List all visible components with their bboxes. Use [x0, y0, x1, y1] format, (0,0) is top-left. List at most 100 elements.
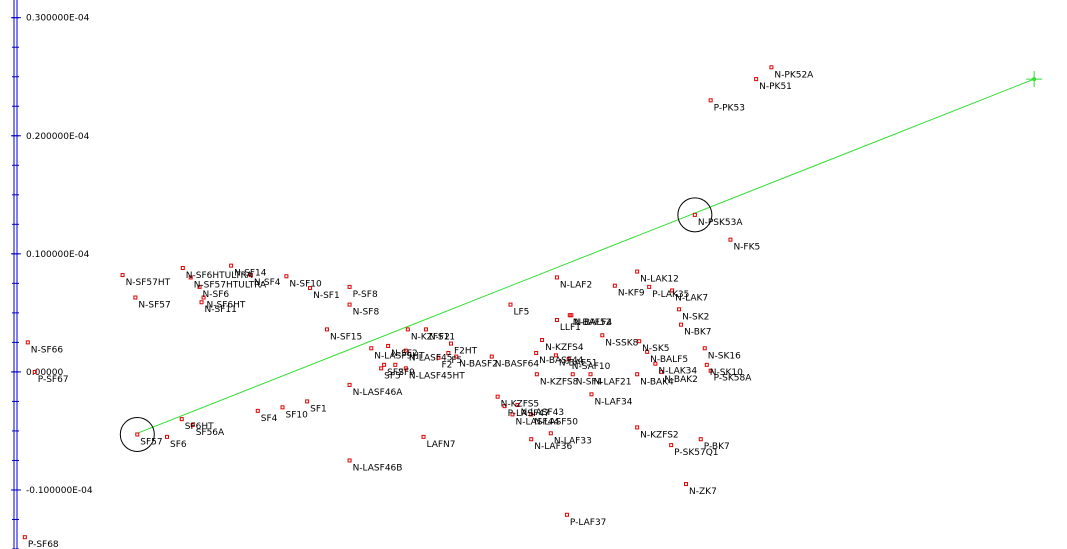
point-label-72: N-SK2: [682, 312, 709, 322]
point-label-79: N-SK5: [642, 344, 669, 354]
point-39: [403, 366, 408, 371]
point-label-58: N-LASF44: [515, 417, 559, 427]
point-7: [347, 382, 352, 387]
point-85: [684, 482, 689, 487]
point-55: [495, 394, 500, 399]
point-label-50: N-BAF51: [559, 358, 598, 368]
point-label-30: N-LASF45: [409, 354, 453, 364]
point-63: [635, 269, 640, 274]
point-21: [347, 284, 352, 289]
point-38: [454, 354, 459, 359]
point-label-70: N-PSK53A: [698, 218, 743, 228]
point-26: [22, 535, 27, 540]
point-label-47: N-BASF44: [539, 356, 584, 366]
point-label-32: F5: [451, 356, 462, 366]
point-56: [502, 404, 507, 409]
point-label-14: N-SF6: [203, 290, 230, 300]
rings-layer: [119, 197, 713, 452]
point-60: [529, 437, 534, 442]
point-49: [600, 333, 605, 338]
y-ticks: 0.300000E-04 0.200000E-04 0.100000E-04 0.00…: [11, 14, 93, 549]
point-52: [570, 372, 575, 377]
point-label-27: N-KZFS11: [411, 332, 455, 342]
point-79: [637, 339, 642, 344]
highlight-circle-1: [677, 197, 713, 233]
point-label-10: N-SF57HT: [126, 278, 171, 288]
point-82: [635, 425, 640, 430]
point-label-74: N-SK16: [708, 351, 741, 361]
point-label-45: N-BALF4: [574, 318, 612, 328]
point-label-73: N-BK7: [684, 328, 711, 338]
point-label-80: N-BALF5: [650, 355, 688, 365]
point-11: [188, 275, 193, 280]
point-label-41: LF5: [513, 308, 529, 318]
point-label-21: P-SF8: [353, 290, 378, 300]
point-62: [564, 512, 569, 517]
point-3: [179, 417, 184, 422]
point-5: [280, 405, 285, 410]
point-label-5: SF10: [286, 410, 309, 420]
point-27: [405, 327, 410, 332]
point-36: [379, 366, 384, 371]
point-label-60: N-LAF36: [534, 442, 572, 452]
point-label-20: N-SF1: [313, 291, 340, 301]
point-label-8: N-LASF46B: [353, 463, 403, 473]
point-label-55: N-KZFS5: [501, 400, 540, 410]
point-83: [698, 437, 703, 442]
point-71: [728, 237, 733, 242]
point-label-0: SF57: [140, 437, 162, 447]
normal-line: [137, 78, 1035, 434]
point-label-4: SF4: [261, 414, 278, 424]
point-label-82: N-KZFS2: [640, 430, 679, 440]
point-76: [708, 368, 713, 373]
point-label-6: SF1: [310, 404, 327, 414]
point-68: [769, 65, 774, 70]
point-70: [692, 212, 697, 217]
point-label-17: N-SF14: [234, 269, 267, 279]
point-77: [653, 361, 658, 366]
y-axis: 0.300000E-04 0.200000E-04 0.100000E-04 0.00…: [11, 0, 93, 549]
point-label-76: P-SK58A: [714, 374, 753, 384]
point-label-16: N-SF11: [205, 305, 237, 315]
point-label-25: P-SF67: [38, 375, 69, 385]
point-label-77: N-LAK34: [658, 367, 697, 377]
point-label-33: N-LASF9HT: [374, 351, 425, 361]
point-label-81: N-BAK4: [640, 377, 674, 387]
point-label-23: N-SF15: [330, 332, 362, 342]
point-75: [704, 362, 709, 367]
point-14: [197, 284, 202, 289]
point-label-18: N-SF4: [254, 278, 281, 288]
point-64: [612, 283, 617, 288]
point-65: [647, 284, 652, 289]
point-16: [199, 300, 204, 305]
point-73: [679, 322, 684, 327]
point-label-71: N-FK5: [733, 243, 760, 253]
point-label-56: P-LASF47: [508, 409, 550, 419]
point-label-53: N-LAF21: [594, 377, 632, 387]
point-54: [589, 392, 594, 397]
point-label-67: N-PK51: [759, 82, 792, 92]
point-label-7: N-LASF46A: [353, 388, 404, 398]
point-12: [133, 295, 138, 300]
point-15: [201, 295, 206, 300]
point-32: [446, 351, 451, 356]
point-label-62: P-LAF37: [570, 518, 606, 528]
point-label-85: N-ZK7: [689, 487, 717, 497]
point-30: [403, 348, 408, 353]
line-end-dot: [1032, 77, 1037, 82]
point-53: [588, 372, 593, 377]
highlight-circle-0: [119, 416, 155, 452]
point-label-36: SF5: [384, 371, 401, 381]
point-17: [229, 263, 234, 268]
point-label-59: N-LASF50: [534, 417, 578, 427]
point-28: [423, 327, 428, 332]
point-label-11: N-SF57HTULTRA: [194, 280, 267, 290]
point-24: [25, 340, 30, 345]
point-35: [393, 362, 398, 367]
point-label-64: N-KF9: [618, 289, 645, 299]
point-label-1: SF6: [170, 440, 187, 450]
point-18: [248, 273, 253, 278]
point-label-69: P-PK53: [714, 103, 745, 113]
point-label-48: N-SAF10: [572, 362, 611, 372]
point-33: [369, 346, 374, 351]
